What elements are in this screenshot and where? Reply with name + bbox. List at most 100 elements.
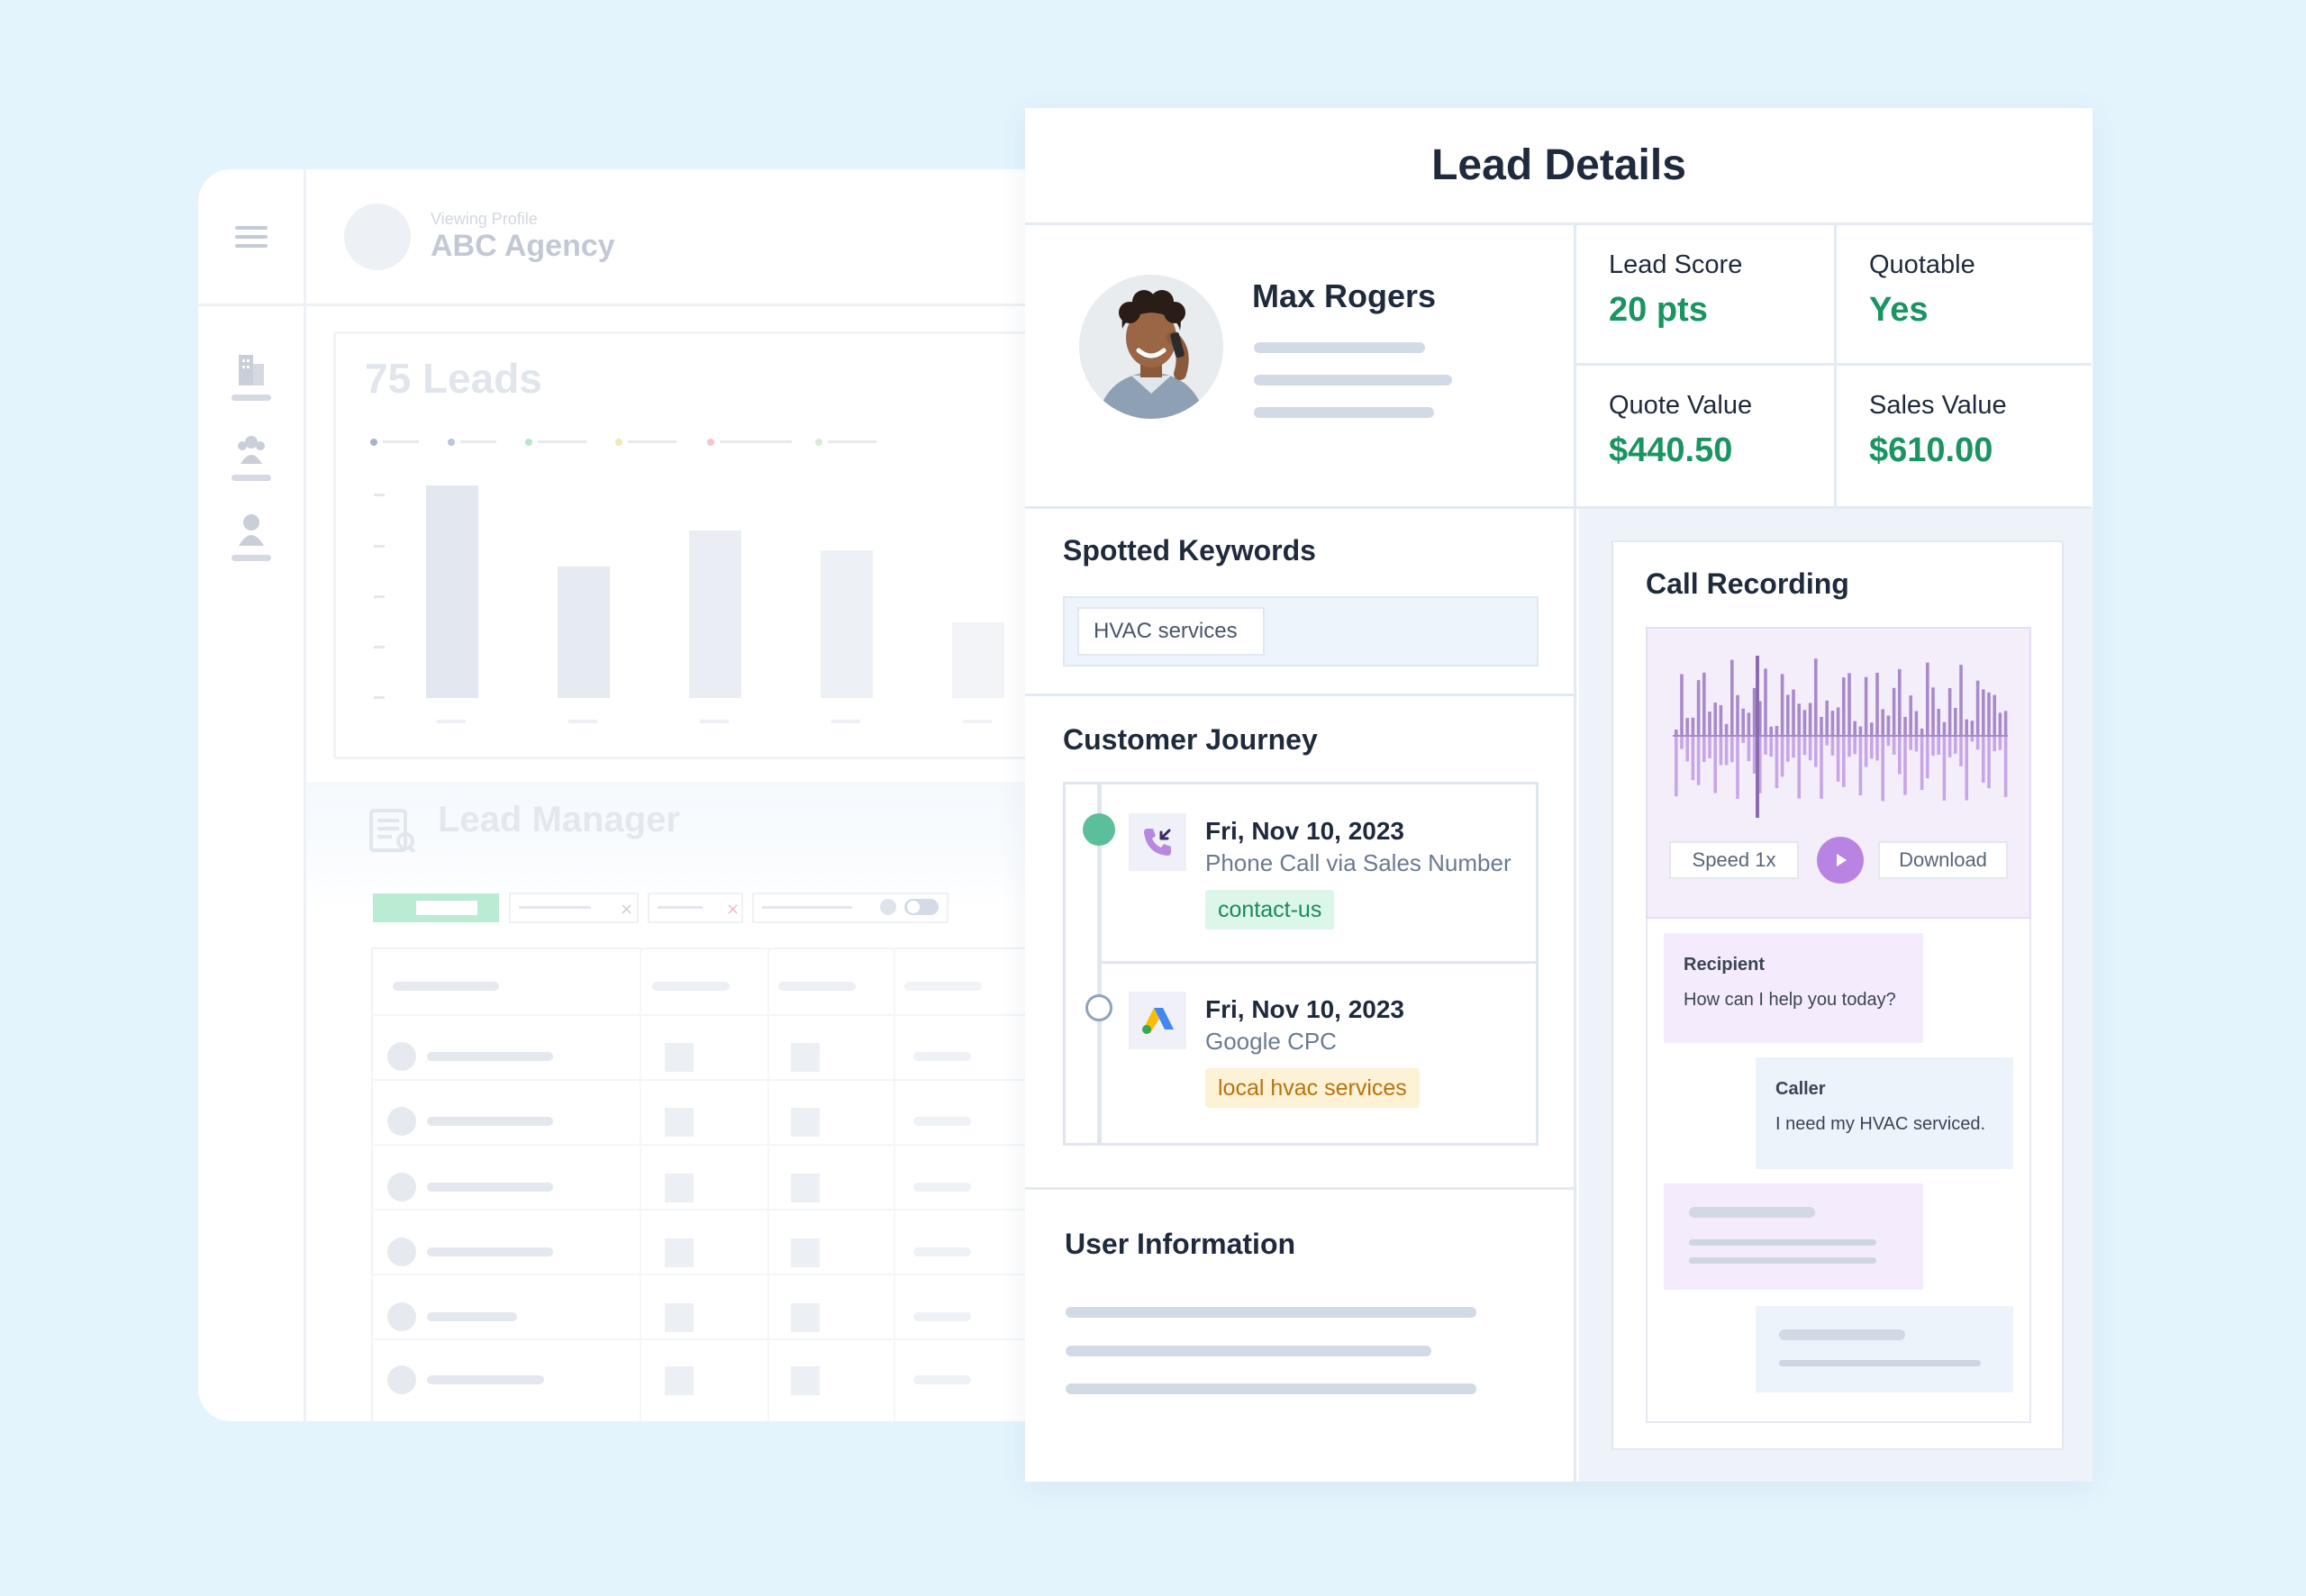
- play-button[interactable]: [1817, 837, 1864, 884]
- call-transcript: Recipient How can I help you today? Call…: [1646, 919, 2031, 1423]
- metric-value: 20 pts: [1609, 291, 1708, 329]
- message-speaker: Caller: [1775, 1079, 1826, 1099]
- waveform-bar: [1713, 737, 1717, 793]
- waveform-bar: [1747, 737, 1751, 762]
- waveform-bar: [1836, 707, 1840, 735]
- waveform[interactable]: [1648, 629, 2033, 827]
- waveform-bar: [1858, 737, 1863, 796]
- waveform-bar: [1696, 680, 1701, 735]
- section-title: Spotted Keywords: [1063, 534, 1316, 567]
- sidebar-item-buildings[interactable]: [231, 351, 271, 401]
- timeline-dot: [1085, 994, 1112, 1021]
- waveform-bar: [1937, 737, 1940, 756]
- viewing-label: Viewing Profile: [431, 209, 538, 228]
- customer-journey: Customer Journey Fri, Nov 10, 2023 Phone…: [1025, 696, 1576, 1190]
- keyword-tag[interactable]: HVAC services: [1077, 607, 1265, 656]
- waveform-bar: [1993, 694, 1996, 735]
- waveform-bar: [1842, 677, 1846, 735]
- waveform-bar: [1719, 704, 1723, 735]
- play-icon: [1837, 854, 1847, 866]
- waveform-bar: [1881, 737, 1884, 802]
- waveform-bar: [1987, 692, 1991, 735]
- journey-tag: local hvac services: [1205, 1068, 1420, 1108]
- waveform-bar: [1965, 737, 1968, 801]
- svg-text:×: ×: [620, 900, 633, 919]
- group-icon: [237, 436, 265, 464]
- lead-profile: Max Rogers: [1025, 225, 1576, 509]
- journey-timeline: Fri, Nov 10, 2023 Phone Call via Sales N…: [1063, 782, 1539, 1146]
- metric-label: Lead Score: [1609, 250, 1743, 279]
- waveform-bar: [1741, 737, 1745, 743]
- waveform-bar: [1786, 737, 1790, 762]
- journey-tag: contact-us: [1205, 890, 1335, 929]
- waveform-bar: [1998, 737, 2002, 750]
- call-recording-area: Call Recording Speed 1x Download Recipie…: [1579, 509, 2093, 1482]
- waveform-bar: [1903, 716, 1907, 735]
- transcript-placeholder: [1664, 1183, 1923, 1290]
- waveform-bar: [1702, 737, 1706, 763]
- waveform-bar: [1825, 700, 1829, 735]
- waveform-bar: [1842, 737, 1846, 787]
- waveform-bar: [1736, 737, 1739, 800]
- waveform-bar: [1975, 737, 1980, 750]
- waveform-bar: [1702, 672, 1706, 735]
- waveform-bar: [1792, 689, 1795, 735]
- lead-manager-section: Lead Manager × ×: [306, 782, 1099, 1421]
- waveform-bar: [1675, 737, 1678, 797]
- google-ads-icon: [1129, 992, 1186, 1049]
- download-button[interactable]: Download: [1878, 841, 2008, 879]
- waveform-bar: [1875, 737, 1879, 761]
- bg-sidebar: [198, 169, 306, 1421]
- waveform-bar: [1797, 703, 1801, 735]
- waveform-bar: [1875, 672, 1879, 735]
- waveform-bar: [1758, 737, 1762, 793]
- user-information: User Information: [1025, 1190, 1576, 1482]
- journey-date: Fri, Nov 10, 2023: [1205, 817, 1405, 845]
- waveform-bar: [1780, 674, 1784, 735]
- waveform-bar: [1886, 715, 1891, 735]
- waveform-bar: [2003, 737, 2008, 797]
- waveform-bar: [1898, 737, 1902, 775]
- speed-button[interactable]: Speed 1x: [1669, 841, 1799, 879]
- sidebar-item-user[interactable]: [231, 512, 271, 561]
- leads-chart-card: 75 Leads: [333, 331, 1099, 759]
- waveform-bar: [1769, 726, 1773, 735]
- building-icon: [238, 355, 264, 385]
- waveform-bar: [1758, 701, 1762, 735]
- message-text: I need my HVAC serviced.: [1775, 1114, 1986, 1134]
- waveform-bar: [1975, 680, 1980, 735]
- waveform-bar: [1786, 694, 1790, 735]
- metric-value: Yes: [1869, 291, 1929, 329]
- waveform-bar: [1947, 737, 1952, 757]
- waveform-bar: [1764, 668, 1767, 735]
- waveform-bar: [1724, 723, 1729, 735]
- waveform-bar: [1926, 737, 1929, 779]
- waveform-bar: [1982, 737, 1985, 784]
- metric-value: $610.00: [1869, 431, 1993, 469]
- waveform-bar: [1914, 711, 1919, 735]
- sidebar-item-team[interactable]: [231, 431, 271, 481]
- avatar: [344, 203, 411, 270]
- menu-icon[interactable]: [234, 221, 268, 253]
- transcript-message: Caller I need my HVAC serviced.: [1756, 1057, 2013, 1169]
- waveform-bar: [1931, 687, 1935, 735]
- waveform-bar: [1959, 665, 1963, 735]
- keyword-list: HVAC services: [1063, 596, 1539, 667]
- metric-value: $440.50: [1609, 431, 1733, 469]
- audio-player: Speed 1x Download: [1646, 627, 2031, 919]
- table-row: [371, 1144, 1099, 1202]
- waveform-bar: [1853, 721, 1857, 735]
- waveform-bar: [1959, 737, 1963, 766]
- waveform-bar: [1736, 694, 1739, 735]
- leads-chart: [370, 439, 1004, 723]
- waveform-bar: [1909, 695, 1912, 735]
- waveform-bar: [1965, 719, 1968, 735]
- phone-incoming-icon: [1129, 813, 1186, 871]
- waveform-bar: [1730, 737, 1734, 763]
- bg-header: Viewing Profile ABC Agency: [306, 169, 1099, 306]
- metric-lead-score: Lead Score 20 pts: [1576, 225, 1834, 366]
- waveform-bar: [1708, 737, 1711, 758]
- table-row: [371, 1079, 1099, 1137]
- waveform-bar: [1881, 709, 1884, 735]
- waveform-bar: [1870, 737, 1874, 759]
